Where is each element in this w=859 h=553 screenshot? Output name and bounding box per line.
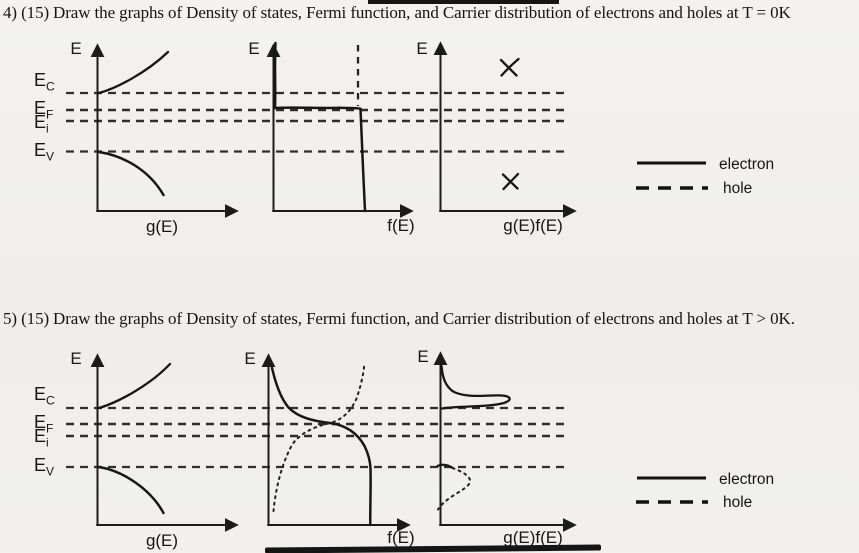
question-4: 4) (15) Draw the graphs of Density of sta… bbox=[3, 3, 791, 23]
hole-fermi-curve bbox=[272, 362, 366, 512]
legend: electron hole bbox=[636, 471, 774, 511]
figure-tgt0k: EC EF Ei EV E g(E) E f(E) E g(E)f(E) ele… bbox=[34, 347, 774, 550]
question-5-text: Draw the graphs of Density of states, Fe… bbox=[53, 309, 795, 328]
level-label-ec: EC bbox=[34, 70, 55, 94]
legend-electron-label: electron bbox=[719, 471, 774, 488]
panel-density-of-states: E g(E) bbox=[70, 39, 239, 236]
y-axis-label: E bbox=[70, 39, 81, 58]
level-label-ei: Ei bbox=[34, 112, 49, 136]
panel-fermi-function: E f(E) bbox=[244, 349, 414, 547]
electron-distribution-lobe bbox=[440, 364, 511, 410]
no-electrons-x-mark bbox=[499, 57, 520, 77]
panel-density-of-states: E g(E) bbox=[70, 349, 239, 550]
conduction-band-dos-curve bbox=[97, 50, 170, 95]
figure-t0k: EC EF Ei EV E g(E) E f(E) E g bbox=[34, 39, 774, 236]
legend-electron-label: electron bbox=[719, 156, 774, 173]
level-label-ei: Ei bbox=[34, 426, 49, 450]
electron-fermi-curve bbox=[270, 366, 372, 527]
redaction-bar-top bbox=[368, 0, 559, 4]
level-label-ec: EC bbox=[34, 384, 55, 408]
legend-hole-label: hole bbox=[723, 494, 752, 511]
panel-fermi-function: E f(E) bbox=[248, 39, 414, 235]
level-label-ef: EF bbox=[34, 98, 53, 122]
x-axis-label-dos: g(E) bbox=[146, 217, 178, 236]
y-axis-label: E bbox=[244, 349, 255, 368]
y-axis-label: E bbox=[70, 349, 81, 368]
y-axis-label: E bbox=[248, 39, 259, 58]
level-label-ev: EV bbox=[34, 140, 54, 164]
hole-distribution-onset bbox=[436, 463, 454, 469]
panel-carrier-distribution: E g(E)f(E) bbox=[416, 39, 577, 235]
question-5-number: 5) (15) bbox=[3, 309, 50, 328]
electron-fermi-step-curve bbox=[273, 41, 367, 213]
conduction-band-dos-curve bbox=[97, 362, 172, 410]
hole-distribution-lobe bbox=[437, 467, 471, 511]
no-holes-x-mark bbox=[501, 172, 520, 191]
x-axis-label-dos: g(E) bbox=[146, 531, 178, 550]
question-4-text: Draw the graphs of Density of states, Fe… bbox=[53, 3, 791, 22]
y-axis-label: E bbox=[417, 347, 428, 366]
level-label-ef: EF bbox=[34, 412, 53, 436]
y-axis-label: E bbox=[416, 39, 427, 58]
legend-hole-label: hole bbox=[723, 180, 752, 197]
x-axis-label-fermi: f(E) bbox=[387, 216, 414, 235]
level-label-ev: EV bbox=[34, 455, 54, 479]
x-axis-label-carrier: g(E)f(E) bbox=[503, 528, 563, 547]
x-axis-label-fermi: f(E) bbox=[387, 528, 414, 547]
valence-band-dos-curve bbox=[97, 465, 165, 515]
valence-band-dos-curve bbox=[97, 150, 165, 197]
x-axis-label-carrier: g(E)f(E) bbox=[503, 216, 563, 235]
question-5: 5) (15) Draw the graphs of Density of sta… bbox=[3, 309, 795, 329]
question-4-number: 4) (15) bbox=[3, 3, 50, 22]
panel-carrier-distribution: E g(E)f(E) bbox=[417, 347, 577, 547]
legend: electron hole bbox=[636, 156, 774, 197]
